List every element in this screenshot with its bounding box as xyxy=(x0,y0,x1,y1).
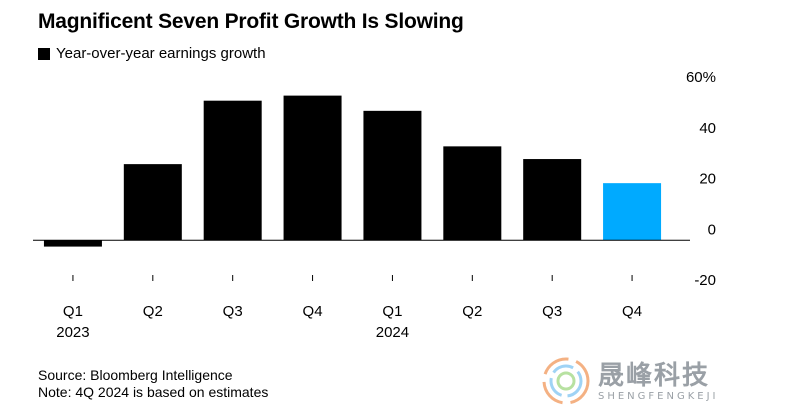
x-tick-year-label: 2023 xyxy=(56,324,89,341)
y-tick-label: 20 xyxy=(699,171,716,188)
x-tick-label: Q2 xyxy=(462,303,482,320)
legend-label: Year-over-year earnings growth xyxy=(56,45,266,62)
bar xyxy=(203,100,262,241)
source-text: Source: Bloomberg Intelligence xyxy=(38,367,233,383)
bar xyxy=(603,183,662,241)
bar-chart: 60% 40 20 0 -20 Q1 2023 Q2 Q3 Q4 Q1 2024 Q2 Q3 Q4 xyxy=(33,69,716,341)
legend: Year-over-year earnings growth xyxy=(38,45,266,62)
bar xyxy=(123,164,182,241)
bar xyxy=(283,95,342,241)
x-tick-label: Q2 xyxy=(143,303,163,320)
watermark-english: SHENGFENGKEJI xyxy=(598,390,719,402)
y-tick-label: -20 xyxy=(694,272,716,289)
x-tick-label: Q4 xyxy=(303,303,323,320)
watermark-logo-icon xyxy=(542,357,590,405)
note-text: Note: 4Q 2024 is based on estimates xyxy=(38,384,269,400)
bar xyxy=(363,110,422,241)
watermark: 晟峰科技 SHENGFENGKEJI xyxy=(540,355,790,407)
bar xyxy=(523,159,582,241)
y-tick-label: 0 xyxy=(708,221,716,238)
chart-title: Magnificent Seven Profit Growth Is Slowi… xyxy=(38,10,464,33)
legend-swatch xyxy=(38,47,50,60)
x-tick-label: Q3 xyxy=(542,303,562,320)
x-tick-label: Q3 xyxy=(223,303,243,320)
x-tick-label: Q4 xyxy=(622,303,642,320)
x-tick-label: Q1 xyxy=(382,303,402,320)
y-tick-label: 40 xyxy=(699,120,716,137)
bar xyxy=(43,240,102,247)
y-tick-label: 60% xyxy=(686,69,716,86)
bar xyxy=(443,146,502,241)
footnote: Source: Bloomberg Intelligence Note: 4Q … xyxy=(38,367,268,401)
x-tick-label: Q1 xyxy=(63,303,83,320)
x-tick-year-label: 2024 xyxy=(376,324,409,341)
watermark-chinese: 晟峰科技 xyxy=(598,360,711,391)
